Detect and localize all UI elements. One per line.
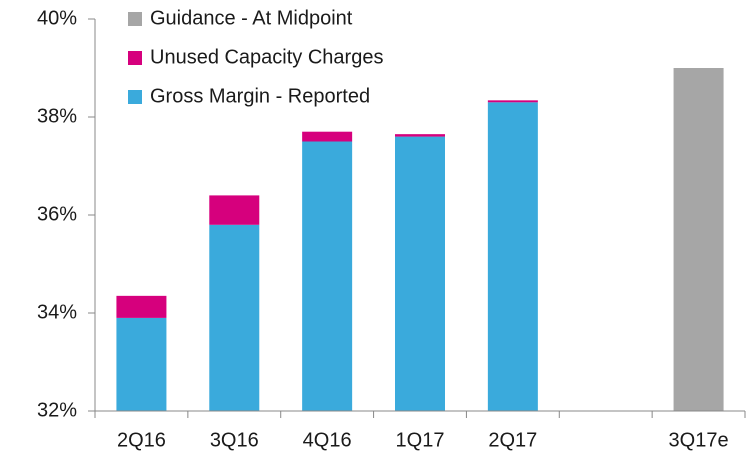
bar-segment xyxy=(395,134,445,137)
bar-segment xyxy=(487,102,538,412)
x-tick-label: 3Q16 xyxy=(210,429,259,451)
legend-swatch xyxy=(128,90,142,104)
x-tick-label: 1Q17 xyxy=(396,429,445,451)
legend-label: Gross Margin - Reported xyxy=(150,85,370,107)
x-tick-label: 3Q17e xyxy=(669,429,729,451)
x-tick-label: 2Q16 xyxy=(117,429,166,451)
y-tick-label: 38% xyxy=(37,105,77,127)
y-tick-label: 36% xyxy=(37,203,77,225)
bar-segment xyxy=(302,141,353,411)
x-tick-label: 4Q16 xyxy=(303,429,352,451)
bar-segment xyxy=(673,68,724,411)
bar-segment xyxy=(487,100,538,103)
y-tick-label: 34% xyxy=(37,301,77,323)
legend-label: Guidance - At Midpoint xyxy=(150,7,353,29)
x-tick-label: 2Q17 xyxy=(488,429,537,451)
legend-label: Unused Capacity Charges xyxy=(150,46,383,68)
bar-segment xyxy=(209,195,260,225)
bar-segment xyxy=(395,136,445,411)
y-tick-label: 32% xyxy=(37,399,77,421)
bar-segment xyxy=(302,131,353,142)
legend-swatch xyxy=(128,51,142,65)
bar-segment xyxy=(116,317,167,411)
y-tick-label: 40% xyxy=(37,7,77,29)
legend-swatch xyxy=(128,12,142,26)
bar-segment xyxy=(116,295,167,318)
bar-segment xyxy=(209,224,260,411)
